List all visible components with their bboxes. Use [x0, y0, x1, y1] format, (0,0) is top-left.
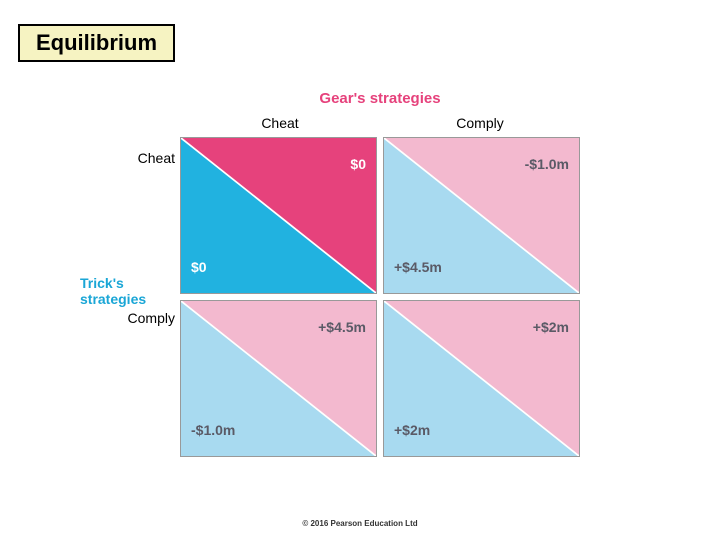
cell-r1-c0-lower-value: -$1.0m — [191, 422, 235, 438]
grid: $0 $0 -$1.0m +$4.5m +$4.5m -$1.0m +$2m +$2m — [180, 137, 580, 457]
cell-r0-c1-upper-value: -$1.0m — [525, 156, 569, 172]
copyright-footer: © 2016 Pearson Education Ltd — [0, 519, 720, 528]
cell-r1-c1: +$2m +$2m — [383, 300, 580, 457]
cell-r1-c1-lower-value: +$2m — [394, 422, 430, 438]
cell-r0-c0-lower-value: $0 — [191, 259, 207, 275]
cell-r1-c1-upper-value: +$2m — [533, 319, 569, 335]
title-text: Equilibrium — [36, 30, 157, 55]
cell-r1-c0-upper-value: +$4.5m — [318, 319, 366, 335]
row-label-cheat: Cheat — [120, 150, 175, 166]
title-box: Equilibrium — [18, 24, 175, 62]
cell-r1-c0: +$4.5m -$1.0m — [180, 300, 377, 457]
row-label-comply: Comply — [120, 310, 175, 326]
cell-r0-c1-lower-value: +$4.5m — [394, 259, 442, 275]
payoff-matrix: Gear's strategies Cheat Comply Trick's s… — [180, 90, 580, 457]
row-player-name: Trick's strategies — [80, 275, 170, 307]
cell-r0-c0-upper-value: $0 — [350, 156, 366, 172]
column-player-name: Gear's strategies — [180, 90, 580, 107]
cell-r0-c0: $0 $0 — [180, 137, 377, 294]
column-headers: Cheat Comply — [180, 115, 580, 137]
col-head-comply: Comply — [380, 115, 580, 137]
col-head-cheat: Cheat — [180, 115, 380, 137]
cell-r0-c1: -$1.0m +$4.5m — [383, 137, 580, 294]
